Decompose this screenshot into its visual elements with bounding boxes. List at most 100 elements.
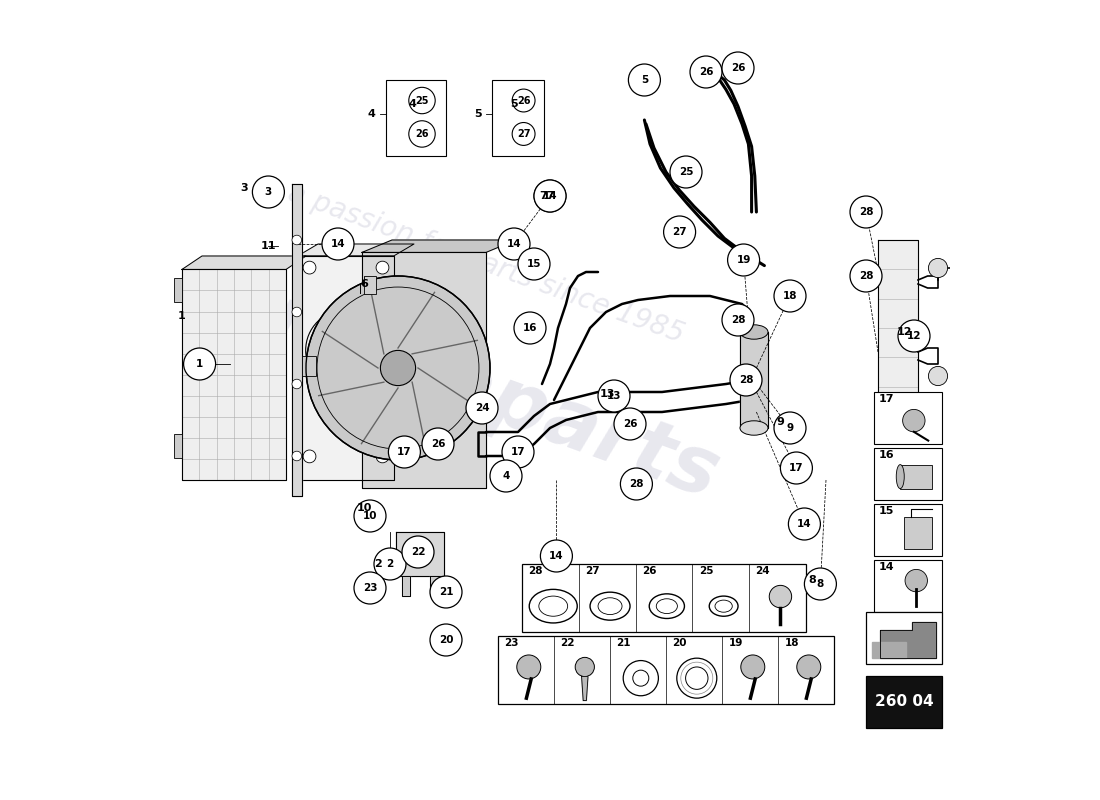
Circle shape: [804, 568, 836, 600]
Circle shape: [322, 228, 354, 260]
Text: 22: 22: [560, 638, 575, 649]
Circle shape: [354, 572, 386, 604]
Text: 20: 20: [672, 638, 686, 649]
Polygon shape: [740, 332, 768, 428]
Bar: [866, 676, 942, 728]
Bar: [900, 465, 932, 489]
Bar: [543, 188, 558, 206]
Circle shape: [534, 180, 566, 212]
Circle shape: [769, 586, 792, 608]
Text: 13: 13: [607, 391, 621, 401]
Bar: [874, 560, 942, 612]
Circle shape: [905, 570, 927, 592]
Polygon shape: [298, 256, 394, 480]
Circle shape: [409, 87, 436, 114]
Circle shape: [422, 428, 454, 460]
Text: 19: 19: [736, 255, 751, 265]
Text: 17: 17: [879, 394, 894, 403]
Circle shape: [540, 540, 572, 572]
Circle shape: [740, 655, 764, 679]
Text: 17: 17: [789, 463, 804, 473]
Text: 14: 14: [542, 191, 558, 201]
Polygon shape: [582, 677, 588, 701]
Text: 4: 4: [367, 110, 375, 119]
Circle shape: [466, 392, 498, 424]
Text: 27: 27: [585, 566, 600, 576]
Text: 26: 26: [431, 439, 446, 449]
Circle shape: [374, 548, 406, 580]
Text: 5: 5: [641, 75, 648, 85]
Polygon shape: [402, 576, 410, 596]
Polygon shape: [430, 576, 440, 596]
Text: 28: 28: [859, 207, 873, 217]
Circle shape: [430, 576, 462, 608]
Circle shape: [722, 52, 754, 84]
Circle shape: [780, 452, 813, 484]
Circle shape: [730, 364, 762, 396]
Bar: [498, 636, 834, 704]
Text: 10: 10: [363, 511, 377, 521]
Text: 23: 23: [505, 638, 519, 649]
Circle shape: [184, 348, 216, 380]
Text: 4: 4: [503, 471, 509, 481]
Circle shape: [292, 451, 301, 461]
Text: 12: 12: [906, 331, 922, 341]
Bar: [874, 504, 942, 556]
Text: 26: 26: [642, 566, 657, 576]
Circle shape: [685, 667, 708, 690]
Text: 9: 9: [786, 423, 793, 433]
Text: 5: 5: [510, 99, 518, 109]
Circle shape: [513, 122, 535, 146]
Circle shape: [388, 436, 420, 468]
Ellipse shape: [539, 596, 568, 616]
Circle shape: [928, 366, 947, 386]
Text: 14: 14: [507, 239, 521, 249]
Circle shape: [409, 121, 436, 147]
Bar: [386, 80, 446, 156]
Text: 13: 13: [600, 389, 615, 398]
Ellipse shape: [657, 598, 678, 614]
Circle shape: [292, 379, 301, 389]
Circle shape: [796, 655, 821, 679]
Circle shape: [774, 280, 806, 312]
Text: 3: 3: [265, 187, 272, 197]
Text: 18: 18: [783, 291, 798, 301]
Text: 15: 15: [879, 506, 894, 516]
Text: 28: 28: [730, 315, 746, 325]
Text: europaparts: europaparts: [179, 252, 729, 516]
Text: 28: 28: [859, 271, 873, 281]
Circle shape: [676, 658, 717, 698]
Text: 2: 2: [374, 559, 382, 569]
Text: 2: 2: [386, 559, 394, 569]
Circle shape: [898, 320, 929, 352]
Text: 22: 22: [410, 547, 426, 557]
Text: 23: 23: [363, 583, 377, 593]
Text: 26: 26: [730, 63, 746, 73]
Text: 12: 12: [896, 327, 912, 337]
Circle shape: [402, 536, 434, 568]
Ellipse shape: [649, 594, 684, 618]
Circle shape: [354, 500, 386, 532]
Polygon shape: [182, 256, 306, 270]
Circle shape: [620, 468, 652, 500]
Polygon shape: [292, 184, 302, 496]
Circle shape: [722, 304, 754, 336]
Text: 7: 7: [540, 191, 548, 201]
Circle shape: [376, 450, 389, 462]
Text: 8: 8: [817, 579, 824, 589]
Circle shape: [252, 176, 285, 208]
Circle shape: [614, 408, 646, 440]
Text: 16: 16: [522, 323, 537, 333]
Ellipse shape: [740, 325, 768, 339]
Circle shape: [628, 64, 660, 96]
Text: 1: 1: [196, 359, 204, 369]
Ellipse shape: [896, 465, 904, 489]
Text: 14: 14: [549, 551, 563, 561]
Circle shape: [850, 260, 882, 292]
Polygon shape: [872, 642, 905, 658]
Text: 27: 27: [517, 129, 530, 139]
Bar: [874, 392, 942, 444]
Circle shape: [598, 380, 630, 412]
Text: 25: 25: [698, 566, 713, 576]
Ellipse shape: [740, 421, 768, 435]
